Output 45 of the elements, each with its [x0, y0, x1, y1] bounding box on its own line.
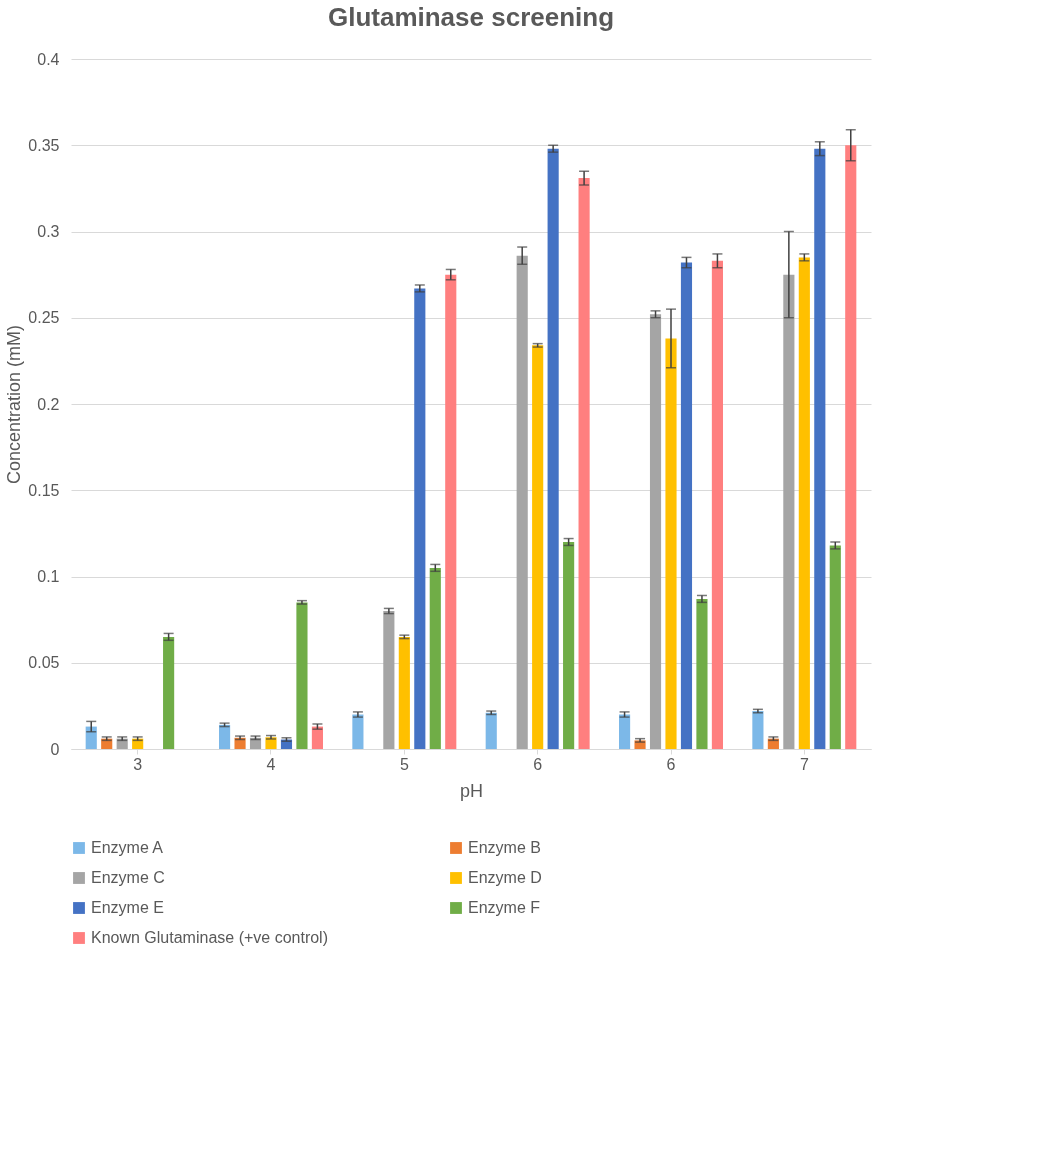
y-tick-label: 0.05 [28, 654, 60, 672]
bar [219, 724, 231, 749]
bar [814, 148, 826, 749]
bar [485, 712, 497, 749]
bar [665, 338, 677, 749]
x-tick-label: 3 [133, 755, 143, 773]
bar [752, 711, 764, 749]
x-tick-label: 4 [266, 755, 276, 773]
legend-label: Enzyme E [91, 899, 164, 916]
y-tick-label: 0.1 [37, 568, 60, 585]
legend-label: Enzyme C [91, 869, 165, 886]
bar [845, 145, 857, 749]
legend-label: Enzyme A [91, 839, 164, 856]
bar [680, 262, 693, 749]
bar [767, 738, 779, 749]
bar [132, 738, 144, 749]
y-tick-label: 0.25 [28, 309, 60, 327]
legend-label: Enzyme F [468, 899, 541, 916]
x-tick-label: 6 [666, 755, 676, 773]
bar [234, 737, 246, 749]
bar [249, 737, 262, 749]
chart-title: Glutaminase screening [327, 2, 615, 32]
x-tick-label: 7 [799, 755, 809, 773]
legend-label: Known Glutaminase (+ve control) [91, 929, 328, 946]
bar [532, 345, 544, 749]
y-tick-label: 0.15 [28, 481, 60, 499]
legend-label: Enzyme D [468, 869, 542, 886]
x-tick-label: 5 [399, 755, 409, 773]
x-axis-title: pH [459, 780, 484, 801]
y-tick-label: 0.35 [28, 136, 60, 154]
x-tick-label: 6 [533, 755, 543, 773]
bar [398, 636, 410, 749]
y-axis-title: Concentration (mM) [4, 324, 25, 485]
bar [516, 255, 528, 749]
bar [296, 602, 308, 749]
y-tick-label: 0.2 [37, 395, 60, 413]
bar [783, 274, 795, 749]
bar [711, 260, 723, 749]
y-tick-label: 0.3 [37, 223, 60, 240]
bar [578, 178, 590, 749]
legend-label: Enzyme B [468, 839, 541, 856]
bar [445, 274, 457, 749]
bar [101, 738, 113, 749]
y-tick-label: 0 [50, 740, 60, 758]
y-tick-label: 0.4 [37, 50, 60, 68]
